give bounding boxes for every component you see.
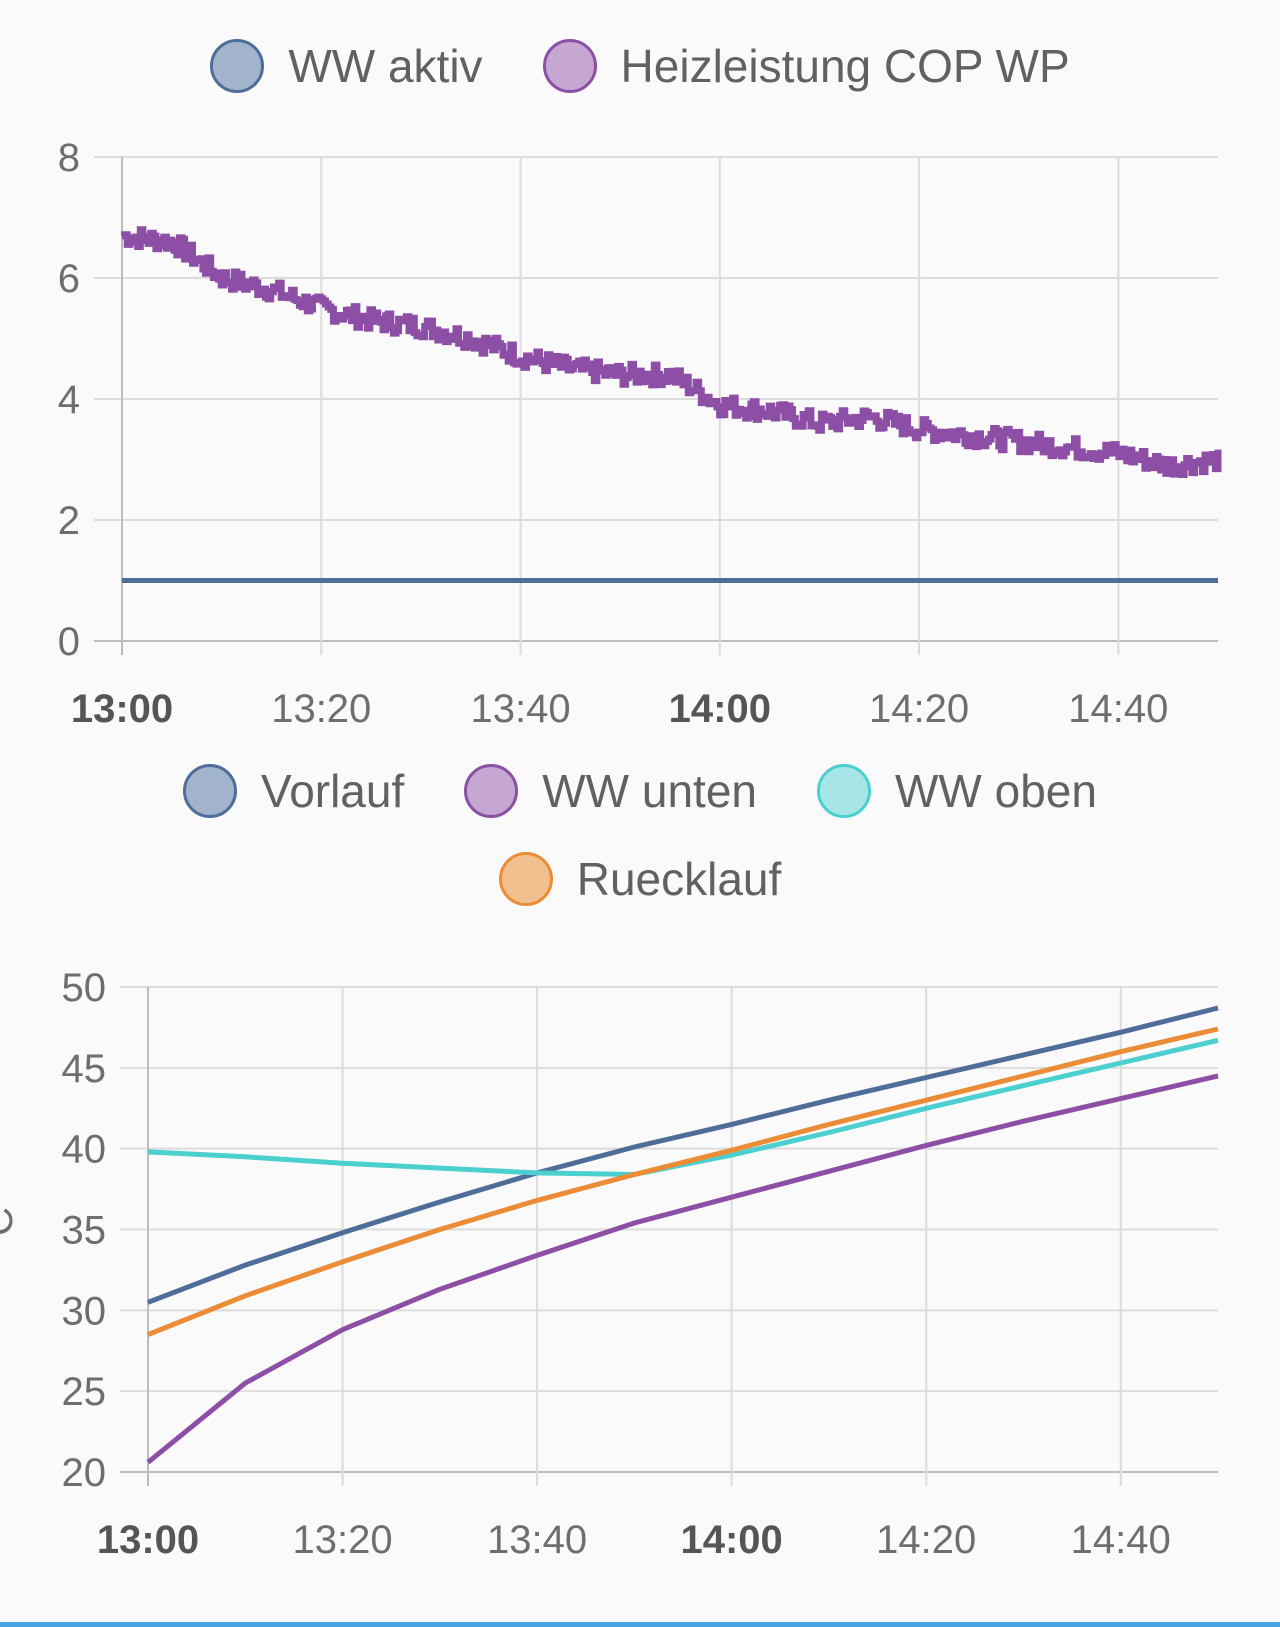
legend-item[interactable]: Vorlauf xyxy=(183,747,404,835)
legend-label: WW aktiv xyxy=(288,40,483,92)
y-tick-label: 40 xyxy=(62,1128,107,1172)
x-tick-label: 13:20 xyxy=(292,1518,392,1562)
x-tick-label: 13:00 xyxy=(97,1518,199,1562)
y-tick-label: 50 xyxy=(62,966,107,1010)
series-line xyxy=(147,1026,1219,1337)
x-tick-label: 13:40 xyxy=(487,1518,587,1562)
x-tick-label: 14:40 xyxy=(1068,687,1168,731)
x-tick-label: 14:40 xyxy=(1071,1518,1171,1562)
series-line xyxy=(121,226,1222,478)
x-tick-label: 13:40 xyxy=(470,687,570,731)
legend-label: WW unten xyxy=(542,765,757,817)
chart-legend: WW aktiv Heizleistung COP WP xyxy=(0,22,1280,110)
bottom-divider xyxy=(0,1622,1280,1627)
y-tick-label: 6 xyxy=(58,257,80,301)
x-tick-label: 13:00 xyxy=(71,687,173,731)
legend-swatch xyxy=(183,764,238,818)
heating-power-chart: WW aktiv Heizleistung COP WP 0 2 4 6 8 13:00 13… xyxy=(0,0,1280,745)
legend-item[interactable]: WW oben xyxy=(817,747,1097,835)
legend-label: Vorlauf xyxy=(261,765,405,817)
series-line xyxy=(147,1037,1219,1177)
legend-item[interactable]: Ruecklauf xyxy=(498,835,782,923)
x-tick-label: 14:20 xyxy=(876,1518,976,1562)
chart-legend: Vorlauf WW unten WW oben Ruecklauf xyxy=(0,747,1280,923)
legend-item[interactable]: Heizleistung COP WP xyxy=(542,22,1070,110)
legend-swatch xyxy=(464,764,519,818)
chart-plot-area: 20 25 30 35 40 45 50 13:00 13:20 13:40 14:00 14:20 1… xyxy=(0,966,1219,1562)
legend-swatch xyxy=(817,764,871,818)
x-tick-label: 13:20 xyxy=(271,687,371,731)
legend-label: Ruecklauf xyxy=(576,853,782,905)
x-tick-label: 14:00 xyxy=(680,1518,782,1562)
legend-swatch xyxy=(210,39,265,93)
x-tick-label: 14:00 xyxy=(669,687,771,731)
y-axis-label: °C xyxy=(0,1207,21,1252)
legend-label: WW oben xyxy=(895,765,1097,817)
y-tick-label: 20 xyxy=(62,1451,107,1495)
y-tick-label: 35 xyxy=(62,1209,107,1253)
legend-swatch xyxy=(498,852,553,906)
y-tick-label: 2 xyxy=(58,499,80,543)
y-tick-label: 25 xyxy=(62,1370,107,1414)
legend-swatch xyxy=(542,39,597,93)
series-line xyxy=(147,1005,1219,1305)
series-line xyxy=(146,1073,1219,1465)
temperature-chart: Vorlauf WW unten WW oben Ruecklauf 20 25 30 35… xyxy=(0,745,1280,1620)
y-tick-label: 30 xyxy=(62,1289,107,1333)
y-tick-label: 4 xyxy=(58,378,80,422)
chart-plot-area: 0 2 4 6 8 13:00 13:20 13:40 14:00 14:20 14:40 xyxy=(58,136,1222,731)
legend-item[interactable]: WW unten xyxy=(464,747,757,835)
y-tick-label: 8 xyxy=(58,136,80,180)
y-tick-label: 45 xyxy=(62,1047,107,1091)
legend-label: Heizleistung COP WP xyxy=(620,40,1070,92)
x-tick-label: 14:20 xyxy=(869,687,969,731)
legend-item[interactable]: WW aktiv xyxy=(210,22,483,110)
y-tick-label: 0 xyxy=(58,620,80,664)
